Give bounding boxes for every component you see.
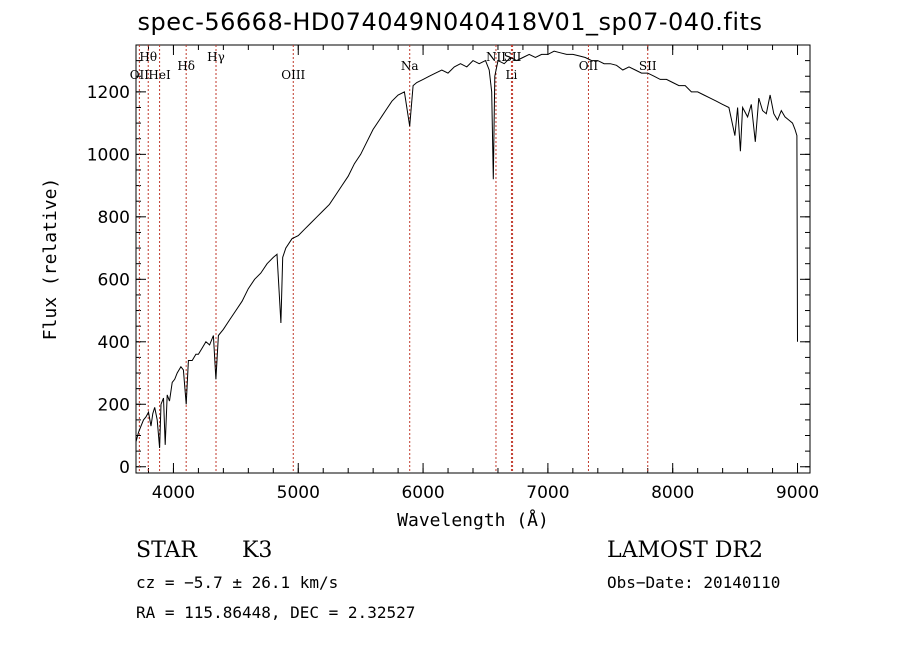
spectral-line-label: NII bbox=[486, 50, 506, 64]
y-tick-label: 0 bbox=[119, 458, 130, 478]
y-tick-label: 1200 bbox=[87, 83, 130, 103]
y-axis-label: Flux (relative) bbox=[40, 178, 61, 341]
spectral-line-label: Li bbox=[506, 68, 518, 82]
redshift-cz: cz = −5.7 ± 26.1 km/s bbox=[136, 573, 339, 592]
spectral-line-label: OII bbox=[579, 59, 599, 73]
y-tick-label: 600 bbox=[98, 270, 130, 290]
x-tick-label: 7000 bbox=[526, 483, 569, 503]
x-tick-label: 9000 bbox=[776, 483, 819, 503]
x-tick-label: 4000 bbox=[152, 483, 195, 503]
spectral-line-label: Hγ bbox=[207, 50, 225, 64]
plot-frame bbox=[135, 44, 811, 474]
spectrum-line bbox=[135, 50, 798, 449]
spectral-line-label: SII bbox=[639, 59, 657, 73]
x-tick-label: 6000 bbox=[401, 483, 444, 503]
y-tick-label: 200 bbox=[98, 395, 130, 415]
x-tick-label: 8000 bbox=[651, 483, 694, 503]
object-class: STAR bbox=[136, 538, 197, 563]
spectral-line-label: Hδ bbox=[177, 59, 195, 73]
spectral-line-label: Na bbox=[401, 59, 419, 73]
y-tick-label: 400 bbox=[98, 333, 130, 353]
obs-date: Obs−Date: 20140110 bbox=[607, 573, 781, 592]
x-tick-label: 5000 bbox=[277, 483, 320, 503]
object-subclass: K3 bbox=[242, 538, 273, 563]
chart-title: spec-56668-HD074049N040418V01_sp07-040.f… bbox=[137, 8, 763, 36]
y-tick-label: 800 bbox=[98, 208, 130, 228]
coordinates: RA = 115.86448, DEC = 2.32527 bbox=[136, 603, 416, 622]
spectral-line-label: HeI bbox=[148, 68, 171, 82]
spectral-line-label: Hθ bbox=[139, 50, 157, 64]
spectral-line-label: OII bbox=[130, 68, 150, 82]
spectral-line-label: OIII bbox=[281, 68, 305, 82]
survey-label: LAMOST DR2 bbox=[607, 538, 763, 563]
x-axis-label: Wavelength (Å) bbox=[397, 509, 549, 531]
y-tick-label: 1000 bbox=[87, 145, 130, 165]
